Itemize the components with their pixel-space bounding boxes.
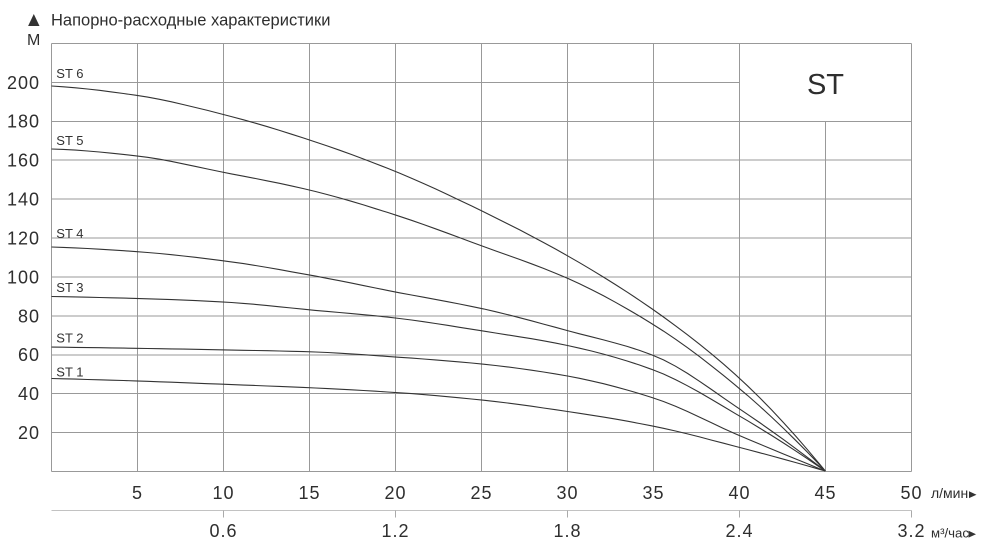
svg-text:М: М [27,32,40,49]
svg-text:45: 45 [814,483,836,503]
svg-text:3.2: 3.2 [897,521,925,541]
svg-text:ST 1: ST 1 [56,364,83,379]
svg-text:5: 5 [132,483,143,503]
svg-text:л/мин: л/мин [931,485,968,501]
svg-text:160: 160 [7,151,40,171]
svg-text:25: 25 [470,483,492,503]
svg-text:60: 60 [18,345,40,365]
svg-text:40: 40 [728,483,750,503]
svg-text:м³/час: м³/час [931,526,969,541]
svg-text:50: 50 [900,483,922,503]
svg-text:Напорно-расходные характеристи: Напорно-расходные характеристики [51,12,330,30]
svg-text:20: 20 [18,423,40,443]
svg-text:ST: ST [807,69,844,101]
svg-text:200: 200 [7,73,40,93]
svg-text:ST 2: ST 2 [56,331,83,346]
svg-text:30: 30 [556,483,578,503]
svg-text:120: 120 [7,228,40,248]
svg-text:15: 15 [298,483,320,503]
svg-text:2.4: 2.4 [725,521,753,541]
svg-text:ST 5: ST 5 [56,133,83,148]
svg-text:140: 140 [7,190,40,210]
svg-text:1.2: 1.2 [381,521,409,541]
svg-text:ST 4: ST 4 [56,226,83,241]
svg-text:35: 35 [642,483,664,503]
svg-text:ST 3: ST 3 [56,280,83,295]
svg-text:1.8: 1.8 [553,521,581,541]
svg-text:80: 80 [18,306,40,326]
svg-text:100: 100 [7,267,40,287]
svg-text:40: 40 [18,384,40,404]
svg-text:0.6: 0.6 [209,521,237,541]
svg-text:ST 6: ST 6 [56,66,83,81]
svg-text:180: 180 [7,112,40,132]
svg-text:20: 20 [384,483,406,503]
svg-text:10: 10 [212,483,234,503]
